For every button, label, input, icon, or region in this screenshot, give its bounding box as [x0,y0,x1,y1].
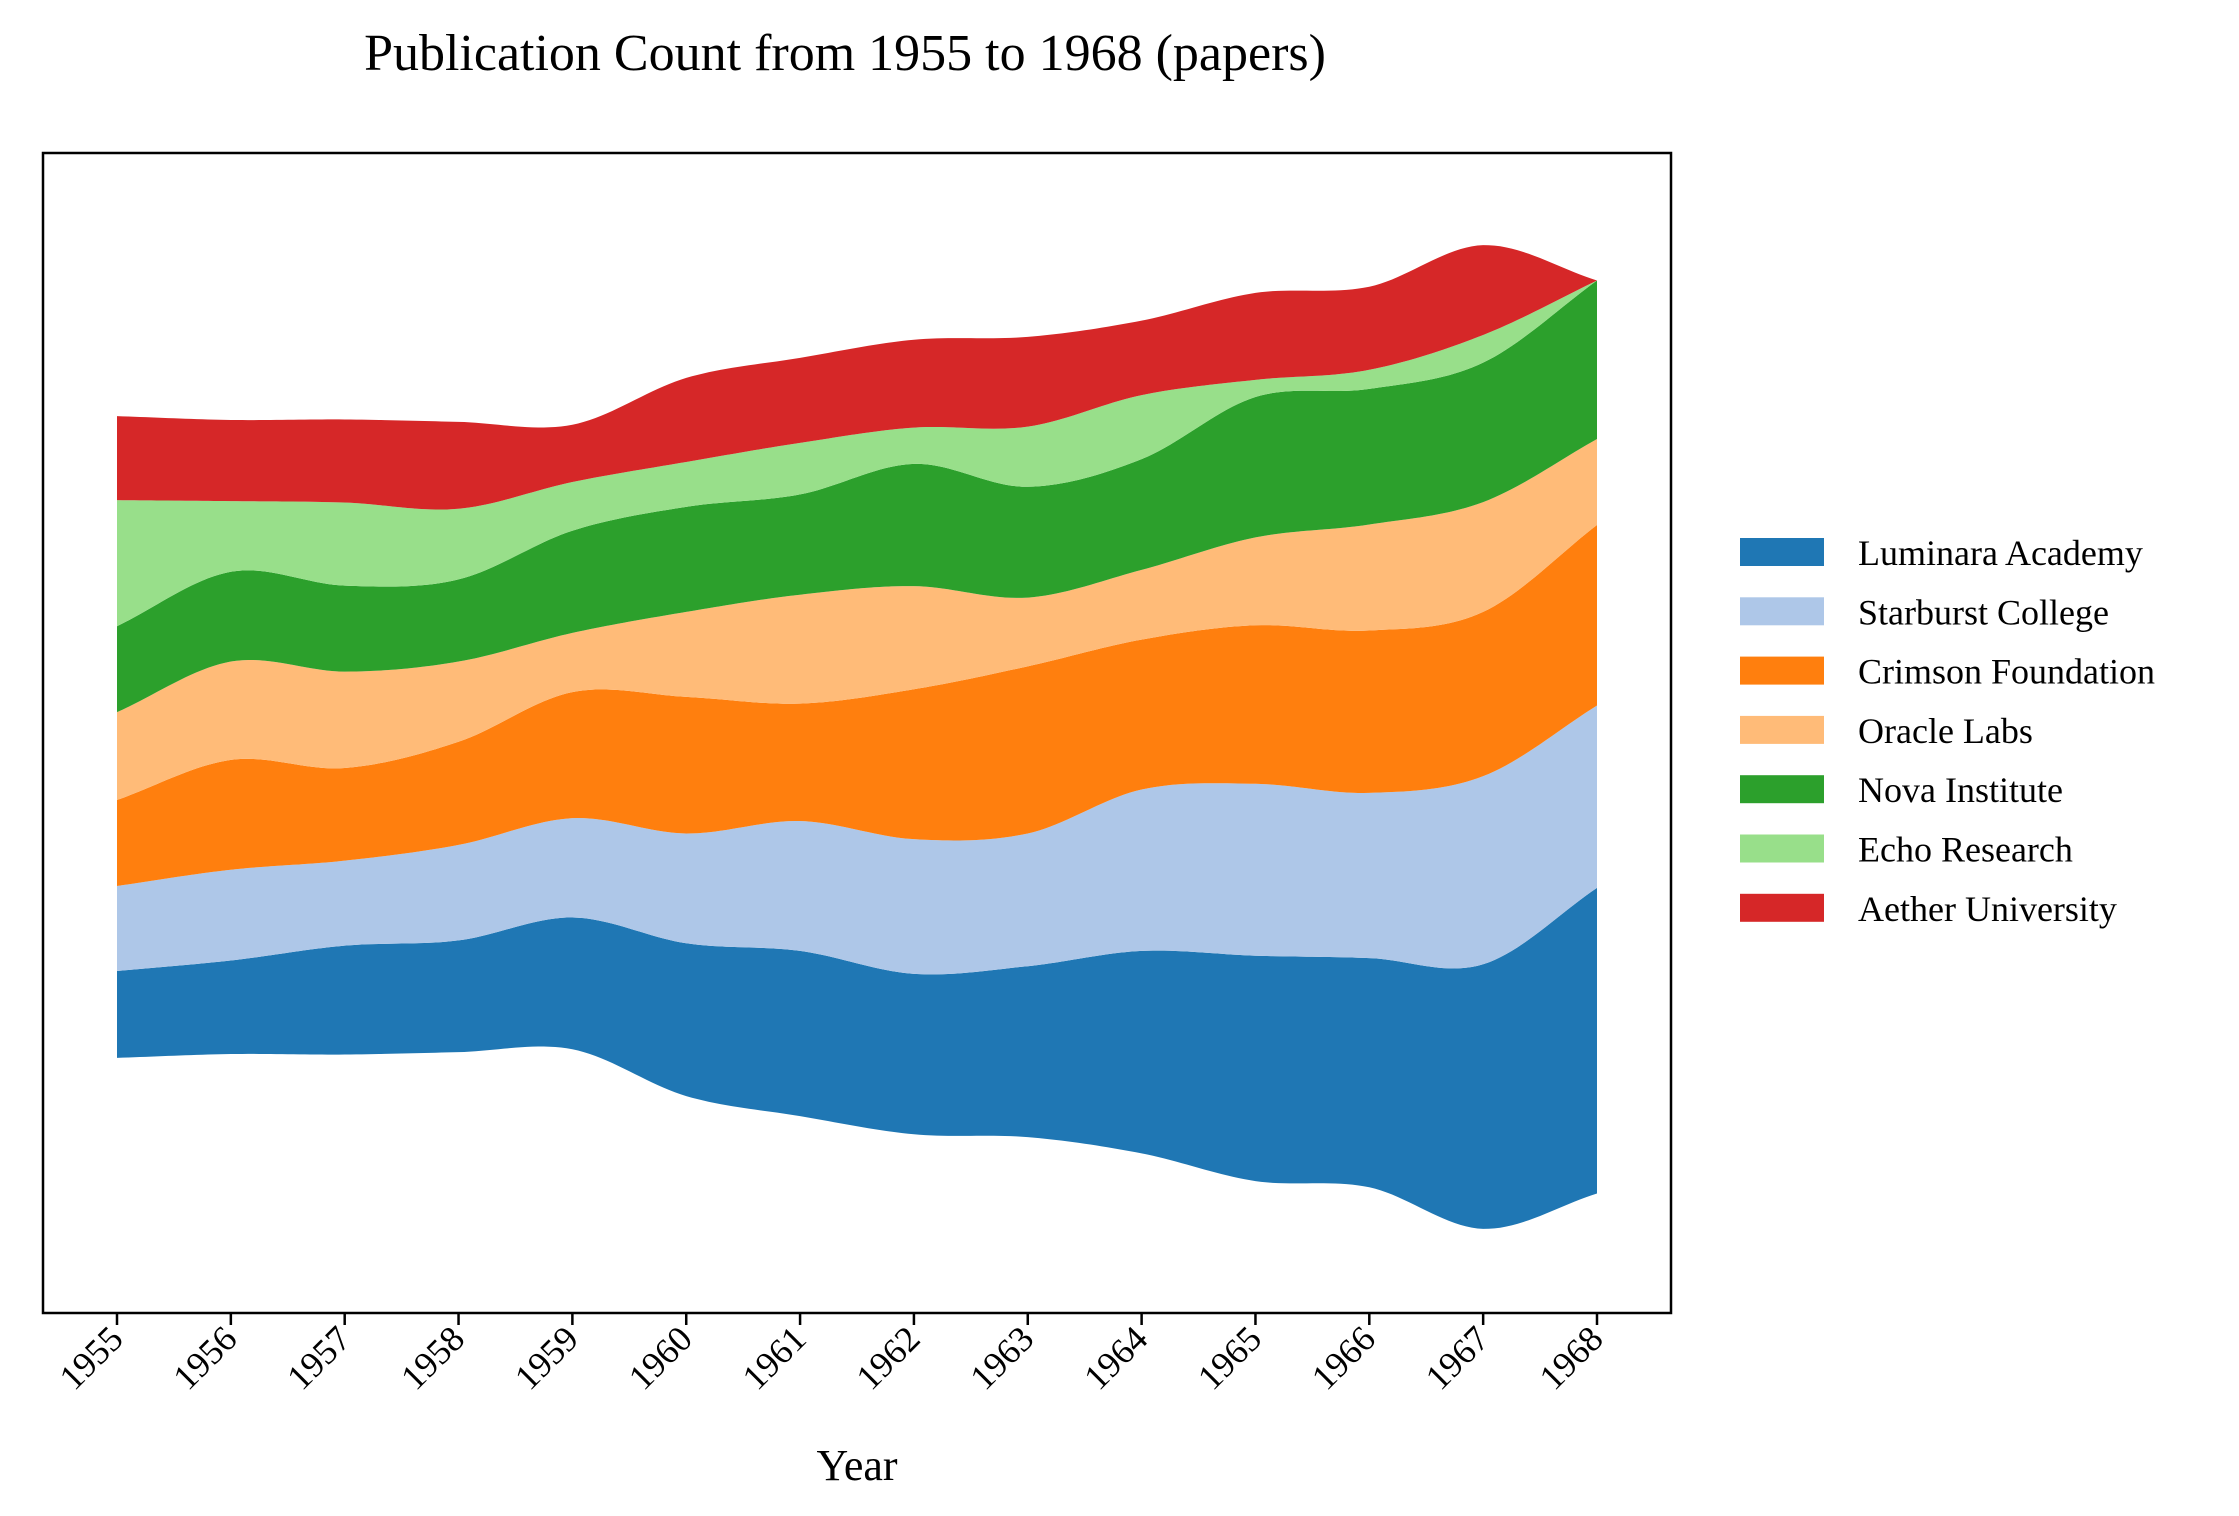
legend-label: Aether University [1858,889,2117,929]
area-starburst-college [117,705,1597,975]
legend-label: Crimson Foundation [1858,652,2155,692]
x-tick-label: 1964 [1076,1318,1155,1397]
x-tick-label: 1956 [165,1318,244,1397]
legend-swatch [1740,715,1824,744]
plot-frame [41,151,1673,1315]
legend-label: Nova Institute [1858,770,2063,810]
area-crimson-foundation [117,524,1597,886]
x-tick-label: 1962 [848,1318,927,1397]
x-tick-label: 1968 [1531,1318,1610,1397]
x-tick-label: 1959 [507,1318,586,1397]
legend-label: Luminara Academy [1858,533,2143,573]
stream-areas [117,245,1597,1229]
x-tick-label: 1965 [1190,1318,1269,1397]
legend-label: Oracle Labs [1858,711,2033,751]
area-nova-institute [117,280,1597,713]
legend-swatch [1740,893,1824,922]
legend-swatch [1740,538,1824,566]
legend-label: Echo Research [1858,830,2073,870]
legend-swatch [1740,597,1824,626]
x-tick-label: 1966 [1304,1318,1383,1397]
chart-title: Publication Count from 1955 to 1968 (pap… [364,25,1326,82]
x-tick-label: 1963 [962,1318,1041,1397]
legend-swatch [1740,834,1824,863]
area-luminara-academy [117,887,1597,1229]
x-tick-label: 1961 [735,1318,814,1397]
area-echo-research [117,280,1597,627]
legend-swatch [1740,656,1824,685]
x-tick-label: 1957 [279,1318,358,1397]
legend-swatch [1740,775,1824,804]
x-tick-label: 1958 [393,1318,472,1397]
legend-label: Starburst College [1858,592,2109,632]
x-tick-label: 1960 [621,1318,700,1397]
x-axis-label: Year [816,1441,897,1490]
x-tick-label: 1967 [1418,1318,1497,1397]
area-oracle-labs [117,439,1597,801]
area-aether-university [117,245,1597,510]
legend: Luminara Academy Starburst College Crimson… [1740,533,2155,929]
x-tick-label: 1955 [51,1318,130,1397]
x-axis: 1955 1956 1957 1958 1959 1960 1961 1962 1963 1964… [51,1313,1611,1398]
